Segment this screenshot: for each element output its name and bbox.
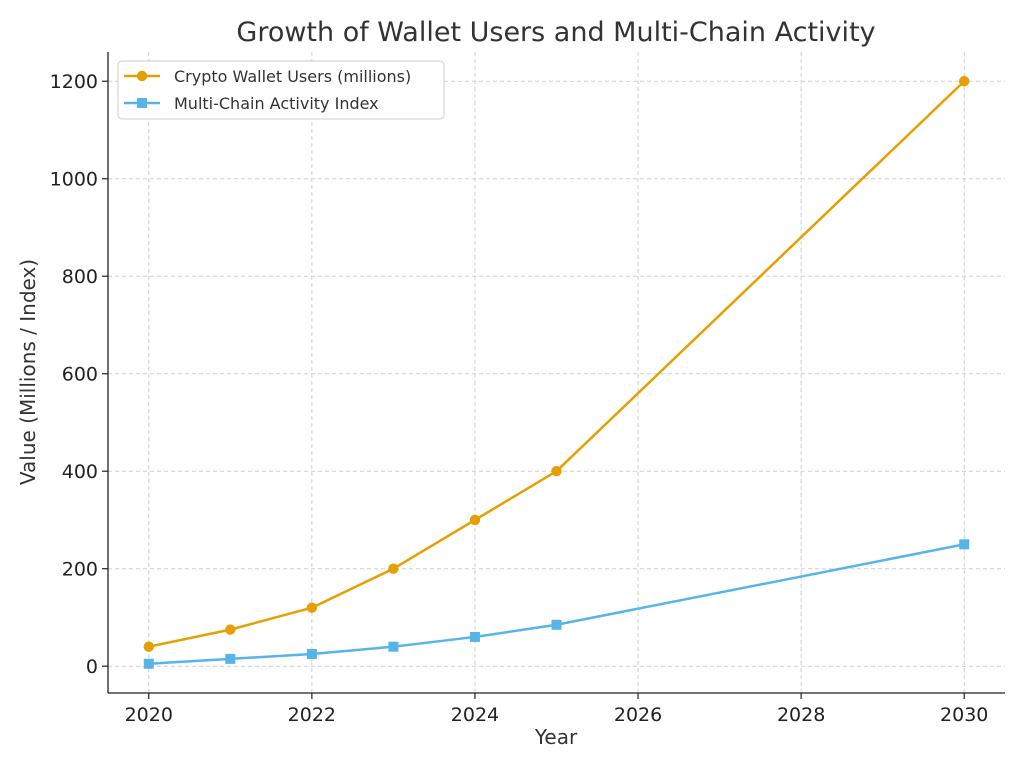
x-axis-ticks: 2020 2022 2024 2026 2028 2030 <box>125 693 988 726</box>
data-point-square <box>143 658 154 669</box>
x-tick-label: 2020 <box>125 704 173 726</box>
legend-box <box>117 60 445 120</box>
series-line <box>147 80 966 648</box>
y-axis-label: Value (Millions / Index) <box>16 259 40 485</box>
x-tick-label: 2026 <box>614 704 662 726</box>
chart-title: Growth of Wallet Users and Multi-Chain A… <box>236 17 875 48</box>
x-axis-label: Year <box>534 725 578 749</box>
grid-lines <box>108 52 1005 693</box>
x-tick-label: 2022 <box>288 704 336 726</box>
data-point-circle <box>143 641 154 652</box>
y-tick-label: 600 <box>62 364 98 386</box>
x-tick-label: 2024 <box>451 704 499 726</box>
legend-entry: Multi-Chain Activity Index <box>124 94 379 113</box>
legend-marker-circle <box>136 70 148 82</box>
data-point-circle <box>551 466 562 477</box>
data-point-circle <box>306 602 318 613</box>
legend-marker-square <box>137 98 147 108</box>
data-point-square <box>388 641 399 652</box>
data-point-circle <box>959 76 970 87</box>
x-tick-label: 2030 <box>940 704 988 726</box>
data-point-circle <box>225 624 236 635</box>
y-tick-label: 1000 <box>50 169 98 191</box>
y-tick-label: 200 <box>62 559 98 581</box>
y-tick-label: 800 <box>62 266 98 288</box>
series-line <box>147 543 966 665</box>
data-point-square <box>225 653 236 664</box>
data-point-circle <box>469 514 481 526</box>
series-layer <box>143 76 970 669</box>
x-tick-label: 2028 <box>777 704 825 726</box>
y-tick-label: 1200 <box>50 71 98 93</box>
data-point-square <box>469 631 480 642</box>
legend-entry: Crypto Wallet Users (millions) <box>124 67 411 86</box>
y-axis-ticks: 0 200 400 600 800 1000 1200 <box>50 71 108 678</box>
data-point-square <box>306 649 317 660</box>
legend: Crypto Wallet Users (millions) Multi-Chai… <box>117 60 445 120</box>
y-tick-label: 400 <box>62 461 98 483</box>
series-1 <box>143 76 970 652</box>
y-tick-label: 0 <box>86 656 98 678</box>
legend-label: Multi-Chain Activity Index <box>174 94 379 113</box>
data-point-square <box>551 619 562 630</box>
data-point-square <box>959 539 970 550</box>
data-point-circle <box>388 563 399 574</box>
legend-label: Crypto Wallet Users (millions) <box>174 67 411 86</box>
series-2 <box>143 539 970 669</box>
